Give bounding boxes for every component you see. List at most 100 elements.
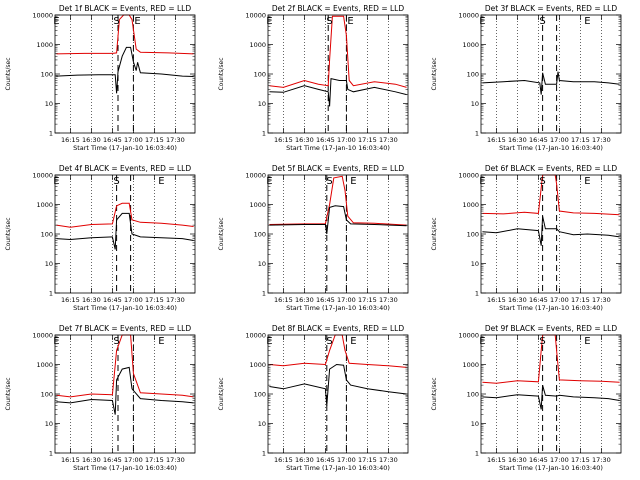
plot-frame	[480, 14, 622, 134]
x-tick-label: 17:00	[550, 296, 569, 304]
y-axis-label: Counts/sec	[5, 217, 12, 250]
marker-label-s: S	[539, 336, 545, 347]
y-tick-label: 10	[471, 260, 479, 268]
x-tick-label: 16:30	[82, 296, 101, 304]
y-axis-label: Counts/sec	[218, 57, 225, 90]
x-axis-label: Start Time (17-Jan-10 16:03:40)	[499, 464, 603, 472]
x-tick-label: 16:15	[487, 456, 506, 464]
y-axis-label: Counts/sec	[5, 57, 12, 90]
marker-label-s: S	[113, 16, 119, 27]
y-axis-label: Counts/sec	[431, 217, 438, 250]
y-tick-label: 10	[258, 420, 266, 428]
y-tick-label: 100	[41, 71, 53, 79]
x-tick-label: 17:30	[592, 456, 611, 464]
x-tick-label: 17:15	[358, 456, 377, 464]
plot-frame	[267, 174, 409, 294]
x-tick-label: 17:30	[592, 136, 611, 144]
y-tick-label: 10	[45, 420, 53, 428]
marker-label-s: S	[113, 336, 119, 347]
plot-frame	[54, 334, 196, 454]
series-line-events	[269, 363, 407, 406]
y-tick-label: 10000	[32, 12, 53, 20]
y-tick-label: 10000	[458, 332, 479, 340]
y-tick-label: 1	[262, 130, 266, 138]
x-tick-label: 16:15	[61, 296, 80, 304]
marker-label-e: E	[584, 336, 590, 347]
y-tick-label: 100	[254, 231, 266, 239]
marker-label-e: E	[584, 16, 590, 27]
chart-title: Det 1f BLACK = Events, RED = LLD	[59, 4, 192, 13]
chart-title: Det 9f BLACK = Events, RED = LLD	[485, 324, 618, 333]
x-axis-label: Start Time (17-Jan-10 16:03:40)	[286, 464, 390, 472]
series-line-events	[482, 216, 620, 246]
y-tick-label: 10	[258, 260, 266, 268]
x-tick-label: 16:15	[274, 296, 293, 304]
x-tick-label: 17:15	[571, 296, 590, 304]
x-axis-label: Start Time (17-Jan-10 16:03:40)	[73, 464, 177, 472]
y-tick-label: 10000	[458, 172, 479, 180]
marker-label-e: E	[266, 336, 272, 347]
chart-title: Det 5f BLACK = Events, RED = LLD	[272, 164, 405, 173]
marker-label-e: E	[53, 16, 59, 27]
y-tick-label: 1000	[36, 41, 53, 49]
series-line-events	[482, 71, 620, 95]
chart-title: Det 2f BLACK = Events, RED = LLD	[272, 4, 405, 13]
x-tick-label: 16:30	[508, 296, 527, 304]
marker-label-e: E	[479, 16, 485, 27]
x-axis-label: Start Time (17-Jan-10 16:03:40)	[73, 144, 177, 152]
plot-frame	[267, 334, 409, 454]
x-tick-label: 17:30	[166, 296, 185, 304]
x-tick-label: 17:30	[166, 456, 185, 464]
x-tick-label: 16:45	[316, 456, 335, 464]
x-tick-label: 16:15	[274, 456, 293, 464]
y-tick-label: 10000	[32, 332, 53, 340]
y-tick-label: 1000	[249, 201, 266, 209]
y-axis-label: Counts/sec	[431, 377, 438, 410]
y-axis-label: Counts/sec	[218, 377, 225, 410]
y-tick-label: 10	[45, 100, 53, 108]
plot-frame	[480, 174, 622, 294]
chart-panel-6: Det 6f BLACK = Events, RED = LLD Counts/s…	[431, 164, 622, 312]
y-tick-label: 1	[262, 450, 266, 458]
marker-label-s: S	[539, 16, 545, 27]
y-tick-label: 100	[41, 231, 53, 239]
marker-label-e: E	[347, 16, 353, 27]
x-tick-label: 17:15	[571, 136, 590, 144]
y-tick-label: 1000	[249, 41, 266, 49]
chart-title: Det 8f BLACK = Events, RED = LLD	[272, 324, 405, 333]
y-axis-label: Counts/sec	[218, 217, 225, 250]
series-line-events	[482, 384, 620, 410]
y-tick-label: 10	[471, 100, 479, 108]
x-tick-label: 17:30	[379, 456, 398, 464]
y-tick-label: 10000	[245, 172, 266, 180]
plot-frame	[54, 174, 196, 294]
y-axis-label: Counts/sec	[5, 377, 12, 410]
x-axis-label: Start Time (17-Jan-10 16:03:40)	[286, 144, 390, 152]
marker-label-e: E	[479, 176, 485, 187]
x-tick-label: 16:30	[295, 296, 314, 304]
marker-label-e: E	[266, 176, 272, 187]
series-line-events	[269, 77, 407, 107]
x-tick-label: 17:00	[337, 136, 356, 144]
marker-label-e: E	[584, 176, 590, 187]
marker-label-s: S	[326, 16, 332, 27]
x-tick-label: 16:30	[82, 136, 101, 144]
y-tick-label: 1000	[462, 41, 479, 49]
x-tick-label: 17:30	[592, 296, 611, 304]
y-tick-label: 10	[471, 420, 479, 428]
y-tick-label: 1000	[462, 201, 479, 209]
x-tick-label: 17:00	[337, 296, 356, 304]
x-tick-label: 16:30	[295, 456, 314, 464]
series-line-lld	[269, 15, 407, 88]
chart-panel-1: Det 1f BLACK = Events, RED = LLD Counts/s…	[5, 4, 196, 152]
y-tick-label: 1	[49, 290, 53, 298]
y-tick-label: 10	[258, 100, 266, 108]
plot-frame	[267, 14, 409, 134]
y-tick-label: 10	[45, 260, 53, 268]
x-axis-label: Start Time (17-Jan-10 16:03:40)	[73, 304, 177, 312]
chart-panel-2: Det 2f BLACK = Events, RED = LLD Counts/s…	[218, 4, 409, 152]
x-tick-label: 17:30	[166, 136, 185, 144]
x-tick-label: 16:45	[529, 136, 548, 144]
x-tick-label: 16:45	[529, 296, 548, 304]
